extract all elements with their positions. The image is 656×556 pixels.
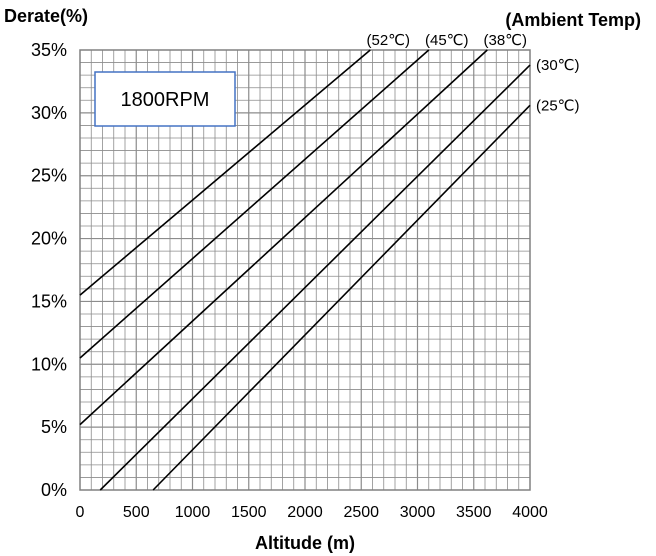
x-tick-label: 1000 (175, 504, 211, 521)
x-tick-labels: 0 500 1000 1500 2000 2500 3000 3500 4000 (76, 504, 548, 521)
series-line (79, 49, 488, 426)
y-tick-label: 35% (31, 40, 67, 60)
y-tick-label: 10% (31, 354, 67, 374)
y-tick-label: 0% (41, 480, 67, 500)
y-tick-label: 30% (31, 103, 67, 123)
x-tick-label: 2000 (287, 504, 323, 521)
x-tick-label: 3000 (400, 504, 436, 521)
y-tick-label: 25% (31, 166, 67, 186)
y-tick-label: 20% (31, 229, 67, 249)
series-line (99, 64, 531, 491)
y-tick-labels: 0% 5% 10% 15% 20% 25% 30% 35% (31, 40, 67, 500)
legend-title: (Ambient Temp) (505, 10, 641, 30)
x-tick-label: 2500 (343, 504, 379, 521)
series-lines (79, 49, 531, 491)
y-tick-label: 15% (31, 291, 67, 311)
y-axis-title: Derate(%) (4, 6, 88, 26)
x-tick-label: 3500 (456, 504, 492, 521)
series-line (152, 104, 531, 491)
series-line (79, 49, 430, 359)
series-label: (25℃) (536, 97, 580, 114)
x-tick-label: 0 (76, 504, 85, 521)
series-label: (52℃) (366, 32, 410, 49)
x-tick-label: 4000 (512, 504, 548, 521)
series-labels: (52℃) (45℃) (38℃) (30℃) (25℃) (366, 32, 579, 114)
x-axis-title: Altitude (m) (255, 533, 355, 553)
x-tick-label: 500 (123, 504, 150, 521)
series-label: (38℃) (483, 32, 527, 49)
plot-frame (79, 49, 531, 491)
series-line (79, 49, 371, 296)
rpm-annotation-box: 1800RPM (94, 71, 236, 127)
x-tick-label: 1500 (231, 504, 267, 521)
rpm-annotation-text: 1800RPM (121, 89, 210, 111)
series-label: (45℃) (425, 32, 469, 49)
y-tick-label: 5% (41, 417, 67, 437)
series-label: (30℃) (536, 57, 580, 74)
